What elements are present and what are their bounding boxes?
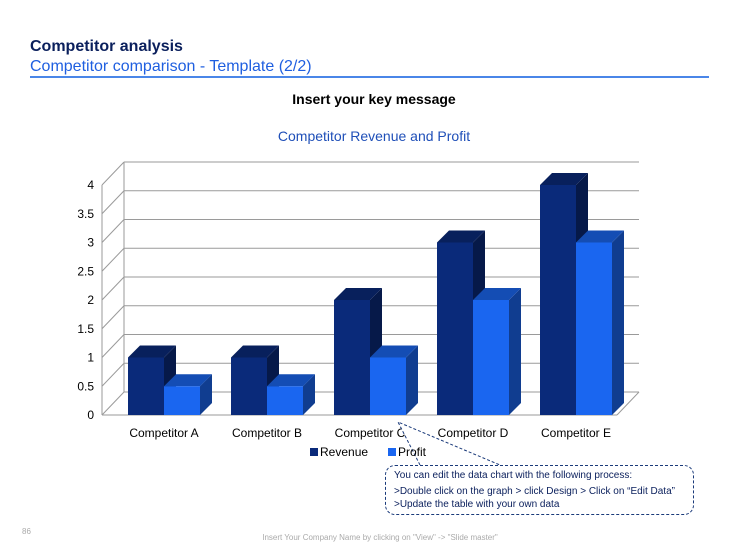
footer-text: Insert Your Company Name by clicking on … <box>262 533 498 542</box>
bar-side <box>612 230 624 415</box>
gridline-diagonal <box>101 247 125 272</box>
key-message: Insert your key message <box>292 91 456 107</box>
legend-label-profit: Profit <box>398 445 427 459</box>
chart-title: Competitor Revenue and Profit <box>277 128 471 144</box>
y-tick-label: 2 <box>87 293 94 307</box>
bar-top <box>576 230 624 243</box>
x-tick-label: Competitor C <box>335 426 406 440</box>
gridline-diagonal <box>101 362 125 387</box>
x-tick-label: Competitor E <box>541 426 611 440</box>
gridline-diagonal <box>101 276 125 301</box>
y-tick-label: 1 <box>87 351 94 365</box>
legend-swatch-profit <box>388 448 396 456</box>
y-tick-label: 1.5 <box>77 322 94 336</box>
bar-top <box>164 374 212 387</box>
bar-revenue-2 <box>231 357 267 415</box>
bar-side <box>406 345 418 415</box>
y-tick-label: 3.5 <box>77 207 94 221</box>
gridline-diagonal <box>101 334 125 358</box>
bar-side <box>509 288 521 415</box>
bar-revenue-4 <box>437 242 473 415</box>
bar-top <box>540 173 588 185</box>
legend-swatch-revenue <box>310 448 318 456</box>
y-tick-label: 0.5 <box>77 379 94 393</box>
bar-top <box>334 288 382 300</box>
floor-right-edge <box>616 391 640 416</box>
bar-profit-5 <box>576 242 612 415</box>
bar-top <box>437 230 485 243</box>
y-tick-label: 0 <box>87 408 94 422</box>
gridline-diagonal <box>101 219 125 243</box>
x-tick-label: Competitor A <box>129 426 198 440</box>
bar-revenue-3 <box>334 300 370 415</box>
bar-top <box>128 345 176 358</box>
slide-title: Competitor analysis <box>30 38 183 55</box>
bar-profit-3 <box>370 357 406 415</box>
bar-top <box>370 345 418 358</box>
bar-side <box>200 374 212 415</box>
bar-side <box>303 374 315 415</box>
y-tick-label: 3 <box>87 236 94 250</box>
callout-line-2: >Double click on the graph > click Desig… <box>394 486 675 510</box>
gridline-diagonal <box>101 305 125 330</box>
bar-profit-2 <box>267 386 303 415</box>
x-tick-label: Competitor D <box>438 426 509 440</box>
bar-profit-4 <box>473 300 509 415</box>
gridline-diagonal <box>101 391 125 416</box>
bar-revenue-5 <box>540 185 576 415</box>
bar-top <box>473 288 521 300</box>
edit-instructions-callout: You can edit the data chart with the fol… <box>385 465 694 515</box>
title-divider <box>30 76 709 78</box>
bar-revenue-1 <box>128 357 164 415</box>
callout-pointer <box>396 421 501 466</box>
gridline-diagonal <box>101 190 125 215</box>
page-number: 86 <box>22 527 31 536</box>
x-tick-label: Competitor B <box>232 426 302 440</box>
bar-top <box>267 374 315 387</box>
y-tick-label: 4 <box>87 178 94 192</box>
gridline-diagonal <box>101 161 125 186</box>
y-tick-label: 2.5 <box>77 264 94 278</box>
bar-top <box>231 345 279 358</box>
legend-label-revenue: Revenue <box>320 445 368 459</box>
bar-profit-1 <box>164 386 200 415</box>
slide-subtitle: Competitor comparison - Template (2/2) <box>30 58 312 75</box>
callout-line-1: You can edit the data chart with the fol… <box>394 470 633 481</box>
